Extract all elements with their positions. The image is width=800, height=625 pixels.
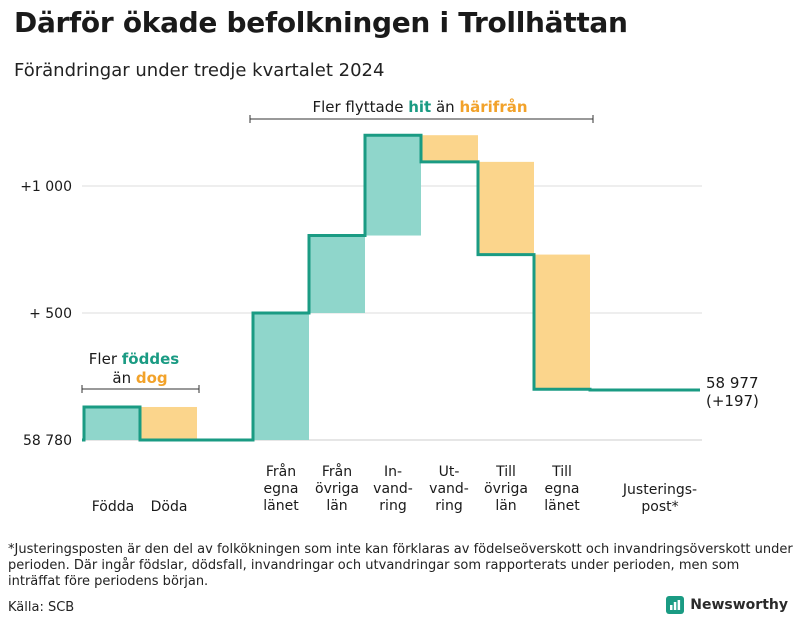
annotation-migration: Fler flyttade hit än härifrån <box>312 98 527 116</box>
annotation-span: härifrån <box>459 98 527 116</box>
category-label: län <box>326 498 347 514</box>
y-tick-label: +1 000 <box>20 179 72 195</box>
waterfall-bar <box>140 406 197 440</box>
chart-subtitle: Förändringar under tredje kvartalet 2024 <box>14 60 385 81</box>
brand-name: Newsworthy <box>690 597 788 613</box>
annotation-span: dog <box>136 369 168 387</box>
category-label: Ut- <box>439 464 460 480</box>
annotation-span: Fler flyttade <box>312 98 408 116</box>
footnote: *Justeringsposten är den del av folkökni… <box>8 542 793 589</box>
waterfall-chart: 58 780 + 500 +1 000 58 977(+197) Födda Döda Fr… <box>20 98 759 515</box>
waterfall-bar <box>534 254 590 390</box>
category-label: vand- <box>373 481 413 497</box>
end-change-label: (+197) <box>706 392 759 410</box>
category-label: ring <box>435 498 462 514</box>
category-label: Från <box>322 463 352 480</box>
waterfall-bar <box>84 406 140 440</box>
end-value-label: 58 977 <box>706 374 759 392</box>
annotation-deaths: än dog <box>112 369 167 387</box>
annotation-births: Fler föddes <box>89 350 179 368</box>
category-label: länet <box>544 498 580 514</box>
waterfall-bar <box>478 161 534 255</box>
source-label: Källa: SCB <box>8 600 75 615</box>
annotation-span: Fler <box>89 350 122 368</box>
category-label: vand- <box>429 481 469 497</box>
newsworthy-logo[interactable]: Newsworthy <box>666 596 788 614</box>
category-label: In- <box>384 464 402 480</box>
category-label: övriga <box>315 481 359 497</box>
category-label: län <box>495 498 516 514</box>
chart-title: Därför ökade befolkningen i Trollhättan <box>14 6 628 39</box>
cumulative-line <box>82 133 700 442</box>
annotation-span: än <box>431 98 459 116</box>
category-label: övriga <box>484 481 528 497</box>
category-label: Till <box>551 464 572 480</box>
category-label: Födda <box>92 499 134 515</box>
category-label: post* <box>641 499 678 515</box>
category-label: länet <box>263 498 299 514</box>
newsworthy-logo-icon <box>666 596 685 614</box>
category-label: Från <box>266 463 296 480</box>
category-label: ring <box>379 498 406 514</box>
waterfall-bar <box>253 313 309 440</box>
category-label: Till <box>495 464 516 480</box>
y-tick-label: 58 780 <box>23 433 72 449</box>
annotation-span: föddes <box>122 350 179 368</box>
y-tick-label: + 500 <box>29 306 72 322</box>
waterfall-bar <box>421 135 478 162</box>
category-label: Justerings- <box>622 482 697 498</box>
annotation-span: än <box>112 369 135 387</box>
waterfall-bar <box>365 135 421 236</box>
category-label: egna <box>545 481 580 497</box>
category-label: Döda <box>151 499 188 515</box>
category-label: egna <box>264 481 299 497</box>
waterfall-bar <box>309 235 365 313</box>
annotation-span: hit <box>408 98 431 116</box>
